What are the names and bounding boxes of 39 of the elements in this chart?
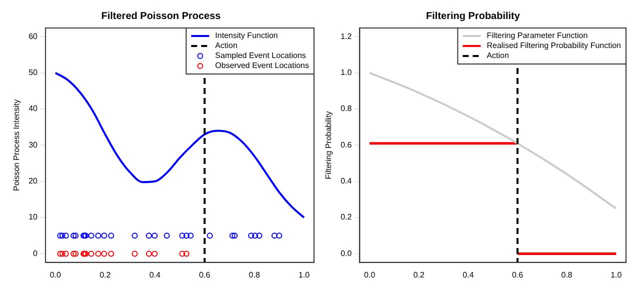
ref-line-label: Action xyxy=(486,51,509,60)
y-tick-label: 1.2 xyxy=(340,32,352,41)
legend-label: Intensity Function xyxy=(215,31,278,40)
legend-label: Sampled Event Locations xyxy=(215,51,306,60)
y-tick-label: 0.0 xyxy=(340,248,352,258)
y-axis-title: Filtering Probability xyxy=(324,111,334,180)
x-tick-label: 0.6 xyxy=(512,270,524,280)
y-tick-label: 0.2 xyxy=(340,212,352,222)
y-tick-label: 10 xyxy=(28,212,38,222)
y-axis-title: Poisson Process Intensity xyxy=(12,99,22,192)
x-tick-label: 0.6 xyxy=(199,270,211,280)
x-tick-label: 0.4 xyxy=(149,270,161,280)
chart-title: Filtering Probability xyxy=(426,10,520,22)
chart-title: Filtered Poisson Process xyxy=(101,10,222,22)
x-tick-label: 0.8 xyxy=(248,270,260,280)
y-tick-label: 0.6 xyxy=(340,140,352,150)
y-tick-label: 0.8 xyxy=(340,104,352,114)
y-tick-label: 0.4 xyxy=(340,176,352,186)
legend-label: Realised Filtering Probability Function xyxy=(486,41,622,50)
line-series xyxy=(368,72,618,210)
y-tick-label: 20 xyxy=(28,176,38,186)
x-tick-label: 0.2 xyxy=(100,270,112,280)
x-tick-label: 1.0 xyxy=(298,270,310,280)
x-tick-label: 0.2 xyxy=(413,270,426,280)
legend-label: Filtering Parameter Function xyxy=(486,31,588,40)
y-tick-label: 50 xyxy=(28,68,38,78)
y-tick-label: 1.0 xyxy=(340,68,352,78)
y-tick-label: 30 xyxy=(28,140,38,150)
x-tick-label: 0.4 xyxy=(462,270,474,280)
y-tick-label: 0 xyxy=(33,248,38,258)
ref-line-label: Action xyxy=(215,41,238,50)
y-tick-label: 40 xyxy=(28,104,38,114)
x-tick-label: 0.0 xyxy=(50,270,62,280)
legend-label: Observed Event Locations xyxy=(215,61,310,70)
x-tick-label: 0.0 xyxy=(364,270,376,280)
line-series xyxy=(54,72,306,219)
x-tick-label: 1.0 xyxy=(610,270,622,280)
x-tick-label: 0.8 xyxy=(561,270,573,280)
y-tick-label: 60 xyxy=(28,32,38,41)
